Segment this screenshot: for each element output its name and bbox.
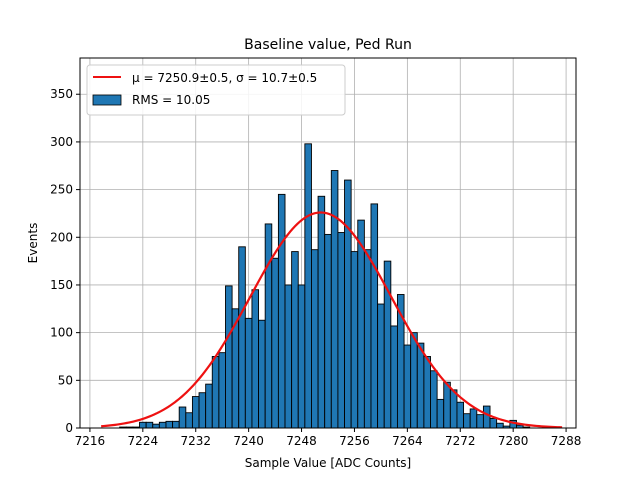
- y-tick-label: 300: [50, 135, 73, 149]
- histogram-bar: [152, 423, 160, 429]
- histogram-bar: [205, 383, 213, 429]
- x-axis-label: Sample Value [ADC Counts]: [245, 456, 411, 470]
- histogram-bar: [449, 389, 458, 429]
- histogram-bar: [158, 421, 167, 429]
- legend-hist-swatch: [92, 94, 122, 106]
- y-tick-label: 0: [65, 421, 73, 435]
- histogram-bar: [363, 249, 372, 429]
- fit-curve-layer: [101, 211, 563, 429]
- histogram-bar: [489, 418, 498, 429]
- histogram-bar: [178, 406, 187, 429]
- histogram-bar: [291, 251, 299, 429]
- x-axis-ticks: 7216 7224 7232 7240 7248 7256 7264 7272 7280 7288: [75, 428, 582, 448]
- histogram-bar: [469, 408, 478, 429]
- histogram-bar: [456, 401, 465, 429]
- y-tick-label: 150: [50, 278, 73, 292]
- histogram-bar: [403, 344, 412, 429]
- histogram-bar: [370, 203, 379, 429]
- histogram-bar: [476, 414, 484, 429]
- y-tick-label: 250: [50, 183, 73, 197]
- y-tick-label: 100: [50, 326, 73, 340]
- x-tick-label: 7256: [339, 434, 370, 448]
- histogram-bar: [264, 223, 273, 429]
- histogram-bar: [410, 332, 418, 429]
- histogram-bar: [344, 179, 352, 429]
- histogram-bar: [311, 249, 319, 429]
- histogram-bar: [324, 233, 332, 429]
- histogram-bar: [211, 356, 220, 429]
- y-tick-label: 50: [58, 373, 73, 387]
- x-tick-label: 7248: [286, 434, 317, 448]
- legend-box: [86, 64, 346, 116]
- x-tick-label: 7264: [392, 434, 423, 448]
- histogram-bar: [430, 370, 438, 429]
- histogram-bar: [357, 219, 365, 429]
- histogram-bar: [436, 398, 445, 429]
- histogram-bar: [416, 342, 425, 429]
- histogram-bar: [185, 412, 193, 429]
- histogram-bar: [172, 420, 180, 429]
- y-axis-label: Events: [26, 223, 40, 264]
- x-tick-label: 7240: [233, 434, 264, 448]
- histogram-bar: [317, 195, 326, 429]
- chart-title: Baseline value, Ped Run: [244, 37, 412, 53]
- histogram-bar: [191, 396, 200, 429]
- x-tick-label: 7224: [128, 434, 159, 448]
- x-tick-label: 7288: [551, 434, 582, 448]
- fit-curve: [101, 211, 563, 429]
- histogram-bar: [271, 257, 279, 429]
- y-axis-ticks: 0 50 100 150 200 250 300 350: [50, 87, 80, 435]
- histogram-bar: [284, 284, 293, 429]
- histogram-bar: [337, 232, 345, 429]
- x-tick-label: 7280: [498, 434, 529, 448]
- histogram-bar: [277, 193, 286, 429]
- histogram-bar: [251, 289, 260, 429]
- legend-fit-label: μ = 7250.9±0.5, σ = 10.7±0.5: [132, 71, 317, 85]
- histogram-bar: [238, 246, 246, 429]
- x-tick-label: 7232: [180, 434, 211, 448]
- histogram-bar: [482, 405, 491, 429]
- histogram-bar: [496, 422, 504, 429]
- histogram-bar: [225, 285, 233, 429]
- histogram-bar: [258, 319, 266, 429]
- histogram-bar: [297, 284, 306, 429]
- histogram-bar: [198, 392, 207, 429]
- x-tick-label: 7272: [445, 434, 476, 448]
- y-tick-label: 200: [50, 230, 73, 244]
- legend: μ = 7250.9±0.5, σ = 10.7±0.5 RMS = 10.05: [86, 64, 346, 116]
- histogram-bar: [463, 413, 471, 429]
- histogram-bar: [244, 317, 253, 429]
- histogram-bar: [330, 170, 339, 429]
- legend-hist-label: RMS = 10.05: [132, 93, 210, 107]
- histogram-bar: [304, 143, 312, 429]
- histogram-bar: [165, 420, 174, 429]
- histogram-bar: [443, 381, 451, 429]
- plot-frame: [79, 57, 577, 429]
- histogram-bars: [119, 143, 531, 429]
- histogram-bar: [377, 303, 385, 429]
- histogram-bar: [139, 421, 147, 429]
- histogram-bar: [145, 421, 154, 429]
- y-tick-label: 350: [50, 87, 73, 101]
- histogram-bar: [423, 356, 431, 429]
- histogram-bar: [350, 251, 359, 429]
- histogram-bar: [218, 352, 226, 429]
- histogram-bar: [390, 325, 398, 429]
- x-tick-label: 7216: [75, 434, 106, 448]
